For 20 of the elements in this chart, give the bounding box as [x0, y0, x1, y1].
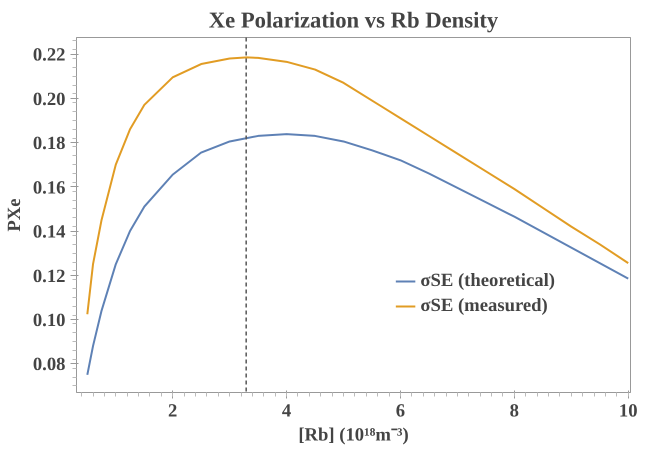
legend-label: σSE (theoretical) [420, 270, 555, 292]
y-tick-label: 0.16 [32, 177, 66, 198]
y-tick-label: 0.12 [32, 266, 66, 287]
chart-title: Xe Polarization vs Rb Density [208, 8, 499, 32]
y-tick-label: 0.20 [32, 88, 66, 110]
legend-label: σSE (measured) [420, 295, 548, 317]
y-axis-title: PXe [4, 198, 25, 232]
y-tick-label: 0.10 [32, 310, 66, 332]
y-tick-label: 0.14 [32, 222, 66, 243]
x-tick-label: 8 [510, 400, 520, 422]
line-series [86, 56, 630, 316]
y-tick-label: 0.08 [32, 354, 66, 376]
x-tick-label: 2 [168, 400, 178, 422]
x-tick-label: 10 [618, 400, 638, 422]
line-series [86, 133, 630, 376]
y-tick-label: 0.22 [32, 44, 66, 66]
y-tick-label: 0.18 [32, 133, 66, 154]
x-axis-title: [Rb] (10¹⁸m⁻³) [298, 424, 409, 446]
x-tick-label: 4 [282, 400, 292, 422]
x-tick-label: 6 [396, 400, 406, 422]
